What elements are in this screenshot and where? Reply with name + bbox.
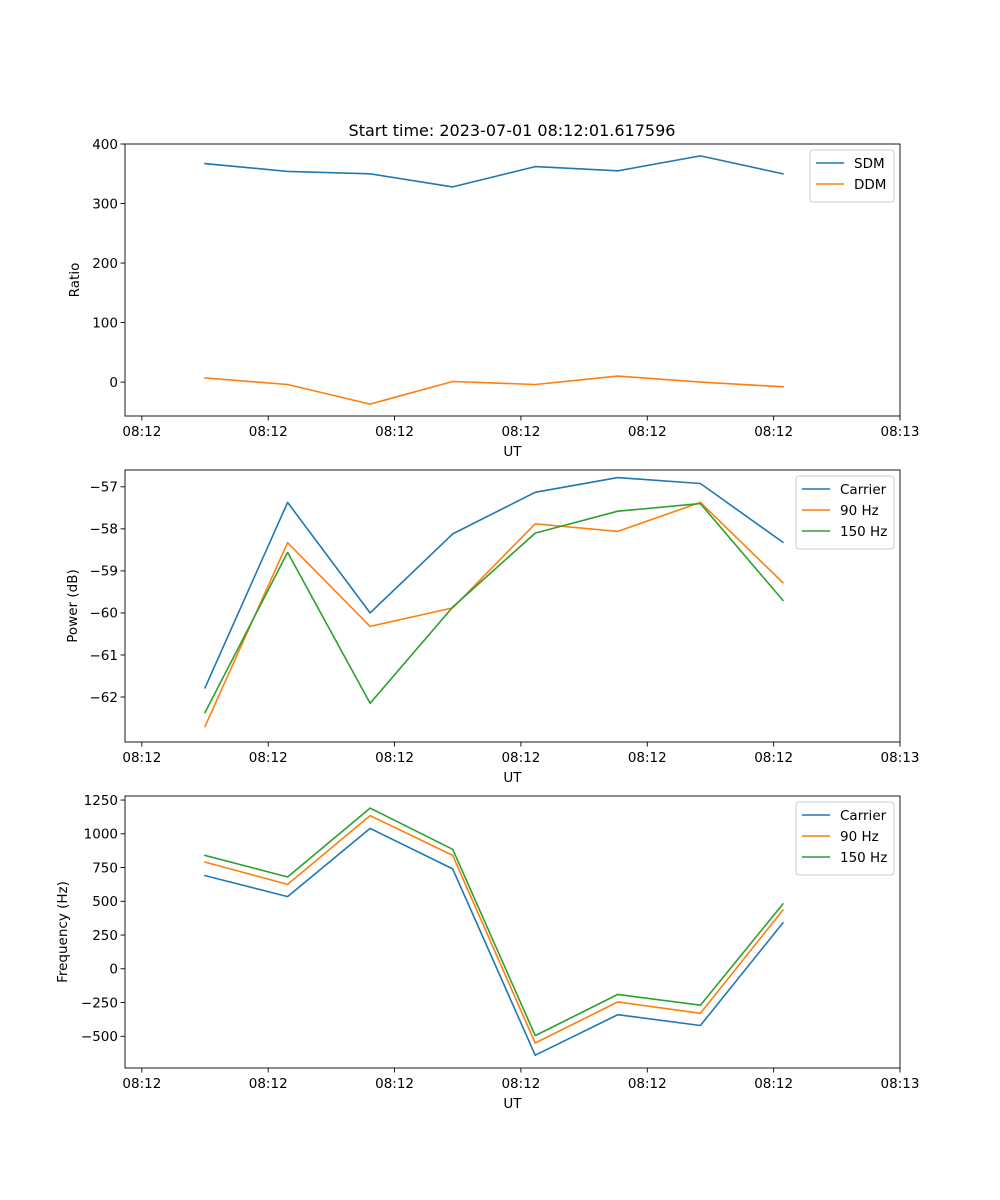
x-tick-label: 08:12 (249, 1076, 288, 1092)
y-tick-label: −500 (81, 1029, 118, 1045)
y-tick-label: 750 (92, 860, 118, 876)
figure-title: Start time: 2023-07-01 08:12:01.617596 (349, 121, 676, 140)
x-tick-label: 08:12 (754, 424, 793, 440)
y-tick-label: −57 (90, 480, 119, 496)
y-tick-label: −62 (90, 690, 119, 706)
y-tick-label: 1000 (84, 827, 118, 843)
x-tick-label: 08:12 (754, 1076, 793, 1092)
series-line-150-hz (203, 502, 785, 714)
x-tick-label: 08:12 (375, 1076, 414, 1092)
x-tick-label: 08:12 (501, 750, 540, 766)
y-tick-label: 500 (92, 894, 118, 910)
series-line-carrier (204, 827, 785, 1056)
x-tick-label: 08:12 (375, 750, 414, 766)
chart-ratio: 0 100 200 300 400 08:12 08:12 08:12 08:12 08:12 08… (67, 137, 919, 460)
y-tick-label: 250 (92, 928, 118, 944)
chart-power: −62 −61 −60 −59 −58 −57 08:12 08:12 08:12 08:12 08… (65, 469, 920, 786)
x-tick-label: 08:12 (249, 424, 288, 440)
y-tick-label: 300 (92, 196, 118, 212)
series-line-90-hz (204, 814, 785, 1044)
legend-label: Carrier (840, 808, 887, 824)
x-tick-label: 08:12 (122, 1076, 161, 1092)
y-tick-label: −58 (90, 522, 119, 538)
x-tick-label: 08:12 (375, 424, 414, 440)
y-tick-label: 200 (92, 256, 118, 272)
series-line-90-hz (203, 501, 785, 728)
series-line-sdm (204, 155, 784, 188)
x-tick-label: 08:13 (881, 1076, 920, 1092)
x-tick-label: 08:12 (501, 1076, 540, 1092)
x-tick-label: 08:12 (122, 750, 161, 766)
x-tick-label: 08:12 (501, 424, 540, 440)
legend-label: 150 Hz (840, 524, 887, 540)
x-axis-label: UT (503, 1096, 522, 1112)
series-line-ddm (204, 375, 784, 405)
y-tick-label: −250 (81, 995, 118, 1011)
x-tick-label: 08:12 (628, 424, 667, 440)
y-tick-label: −59 (90, 564, 119, 580)
x-tick-label: 08:12 (628, 1076, 667, 1092)
y-tick-label: −61 (90, 648, 119, 664)
x-axis-label: UT (503, 444, 522, 460)
x-tick-label: 08:12 (249, 750, 288, 766)
series-line-150-hz (204, 807, 785, 1037)
x-tick-label: 08:12 (628, 750, 667, 766)
y-tick-label: 100 (92, 315, 118, 331)
y-tick-label: 0 (109, 375, 118, 391)
legend-label: DDM (854, 177, 886, 193)
plot-frame (124, 143, 901, 417)
legend-label: 90 Hz (840, 503, 879, 519)
x-tick-label: 08:13 (881, 424, 920, 440)
y-tick-label: −60 (90, 606, 119, 622)
y-tick-label: 0 (109, 962, 118, 978)
plot-frame (124, 795, 901, 1069)
x-tick-label: 08:12 (122, 424, 161, 440)
series-line-carrier (203, 476, 785, 689)
y-axis-label: Power (dB) (65, 569, 81, 642)
legend-label: 150 Hz (840, 850, 887, 866)
x-axis-label: UT (503, 770, 522, 786)
chart-frequency: −500 −250 0 250 500 750 1000 1250 08:12 08:12 08:1… (55, 793, 919, 1112)
y-axis-label: Ratio (67, 263, 83, 298)
y-tick-label: 1250 (84, 793, 118, 809)
legend: SDM DDM (809, 149, 895, 203)
plot-frame (124, 469, 901, 743)
legend-label: SDM (854, 156, 885, 172)
x-tick-label: 08:12 (754, 750, 793, 766)
x-tick-label: 08:13 (881, 750, 920, 766)
y-tick-label: 400 (92, 137, 118, 153)
legend-label: 90 Hz (840, 829, 879, 845)
legend: Carrier 90 Hz 150 Hz (795, 475, 895, 550)
y-axis-label: Frequency (Hz) (55, 881, 71, 983)
legend-label: Carrier (840, 482, 887, 498)
legend: Carrier 90 Hz 150 Hz (795, 801, 895, 876)
